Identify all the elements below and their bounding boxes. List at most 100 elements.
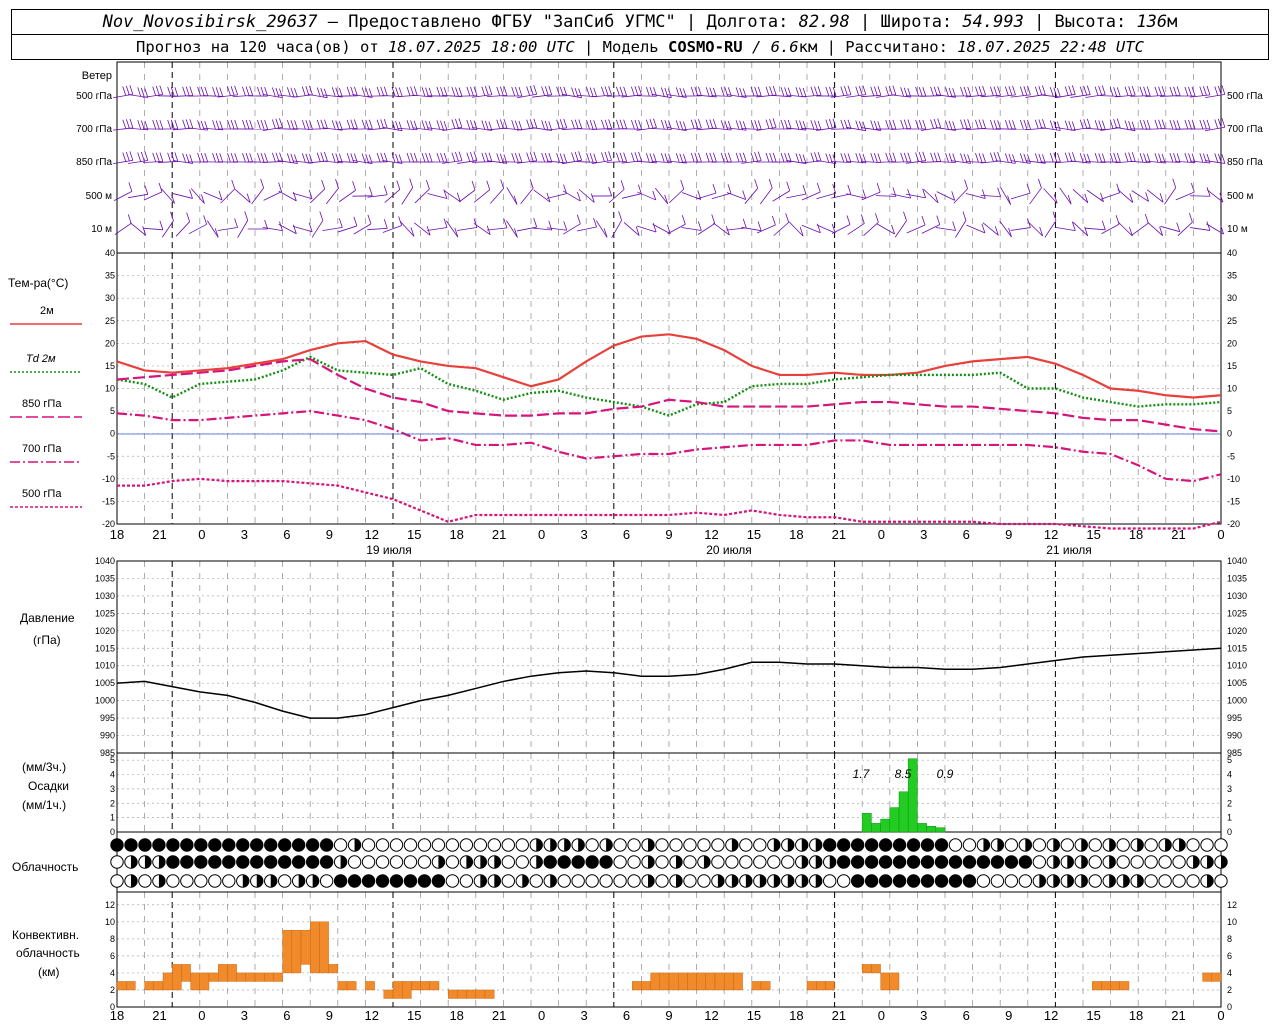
pres-tick-left: 1020 [95, 626, 115, 636]
wind-barb-flag [368, 119, 373, 129]
wind-barb-flag [1004, 86, 1009, 96]
cloud-cover-half [731, 874, 739, 888]
cloud-cover-half [1025, 838, 1032, 852]
wind-barb-flag [780, 119, 785, 130]
cloud-cover-half [1207, 874, 1214, 888]
wind-barb-flag [350, 119, 355, 129]
time-label-top: 3 [580, 527, 587, 542]
wind-barb [636, 127, 657, 131]
wind-barb-flag [316, 87, 321, 97]
wind-barb-flag [365, 119, 370, 129]
conv-tick-right: 8 [1227, 934, 1232, 944]
cloud-cover-symbol [389, 855, 404, 869]
cloud-cover-symbol [711, 838, 725, 852]
precip-bar [880, 818, 891, 833]
wind-barb-flag [1176, 120, 1181, 130]
wind-barb-flag [1038, 178, 1042, 189]
wind-barb-flag [1071, 221, 1076, 231]
wind-barb-flag [638, 85, 642, 96]
wind-barb-flag [631, 152, 635, 162]
wind-barb-flag [948, 120, 953, 131]
wind-barb-flag [503, 118, 508, 129]
wind-barb [606, 95, 627, 97]
wind-barb-flag [391, 87, 396, 97]
wind-barb-flag [1084, 193, 1089, 203]
wind-barb [533, 189, 551, 203]
wind-barb-flag [391, 120, 396, 130]
cloud-cover-symbol [627, 874, 641, 888]
wind-barb [681, 227, 702, 231]
temp-tick-right: -10 [1227, 474, 1240, 484]
wind-barb-flag [212, 152, 216, 163]
wind-barb-flag [945, 87, 949, 97]
wind-barb-flag [1214, 153, 1219, 163]
header-sep: | [675, 12, 707, 32]
wind-barb [506, 220, 518, 238]
cloud-cover-symbol [836, 838, 851, 852]
wind-barb-flag [365, 87, 370, 98]
conv-bar [760, 981, 771, 991]
wind-barb [801, 127, 822, 131]
wind-barb-flag [997, 151, 1001, 162]
cloud-cover-half [480, 855, 487, 869]
time-label-top: 12 [365, 527, 379, 542]
wind-barb-flag [930, 152, 934, 163]
wind-barb-flag [1172, 178, 1177, 188]
time-label-top: 21 [152, 527, 166, 542]
wind-barb-flag [503, 218, 508, 228]
wind-barb-flag [757, 120, 762, 130]
cloud-cover-half [1165, 838, 1172, 852]
wind-barb [711, 161, 732, 163]
wind-barb-flag [137, 87, 142, 97]
wind-barb [846, 126, 866, 132]
temp-legend-label: Td 2м [26, 353, 56, 365]
wind-barb-flag [451, 87, 456, 97]
wind-barb-flag [511, 120, 516, 130]
wind-barb-flag [278, 182, 282, 192]
conv-bar [282, 930, 293, 974]
wind-barb-flag [185, 86, 190, 96]
time-label-top: 3 [920, 527, 927, 542]
cloud-cover-symbol [403, 855, 418, 869]
wind-barb-flag [608, 151, 612, 161]
wind-barb-flag [526, 86, 531, 96]
cloud-cover-symbol [361, 838, 376, 852]
wind-barb-flag [787, 152, 792, 163]
cloud-cover-symbol [599, 855, 613, 869]
cloud-cover-symbol [236, 838, 250, 852]
wind-barb-flag [1034, 119, 1039, 129]
wind-barb-flag [727, 152, 732, 162]
cloud-cover-symbol [361, 855, 376, 869]
temp-tick-right: -15 [1227, 496, 1240, 506]
wind-barb-flag [275, 118, 280, 129]
conv-tick-left: 2 [110, 985, 115, 995]
wind-barb-flag [365, 153, 370, 164]
wind-barb [711, 95, 732, 97]
wind-barb [128, 193, 148, 199]
wind-barb [311, 220, 324, 238]
wind-barb [516, 226, 537, 232]
wind-barb-flag [376, 86, 381, 97]
wind-barb [414, 222, 431, 236]
wind-barb [1205, 126, 1225, 132]
wind-barb-flag [376, 119, 381, 129]
wind-level-left: 10 м [91, 224, 112, 235]
cloud-cover-half [787, 838, 794, 852]
cloud-cover-half [130, 874, 138, 888]
wind-barb [891, 193, 911, 199]
wind-barb-flag [514, 86, 519, 97]
wind-barb [801, 191, 821, 201]
wind-barb-flag [847, 119, 852, 129]
conv-tick-left: 12 [105, 900, 115, 910]
wind-barb [935, 161, 956, 163]
wind-barb-flag [518, 86, 523, 97]
pres-tick-right: 1015 [1227, 643, 1247, 653]
wind-barb [263, 191, 282, 201]
cloud-cover-symbol [110, 874, 124, 888]
wind-barb-flag [1071, 85, 1076, 95]
wind-barb-flag [242, 152, 246, 163]
cloud-cover-symbol [1144, 838, 1158, 852]
wind-barb-flag [1052, 211, 1057, 221]
wind-barb-flag [1188, 86, 1192, 97]
wind-barb [801, 160, 822, 164]
